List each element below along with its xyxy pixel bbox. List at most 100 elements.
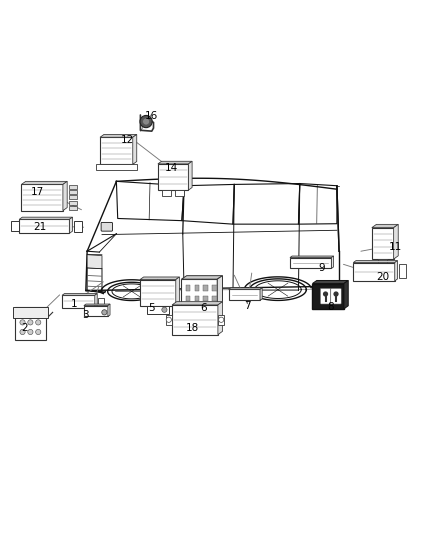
Polygon shape [260, 288, 262, 300]
Polygon shape [108, 304, 110, 317]
FancyBboxPatch shape [14, 307, 46, 340]
FancyBboxPatch shape [84, 305, 108, 317]
FancyBboxPatch shape [175, 190, 184, 196]
FancyBboxPatch shape [172, 305, 218, 335]
FancyBboxPatch shape [69, 206, 77, 210]
FancyBboxPatch shape [69, 195, 77, 199]
Text: 2: 2 [21, 324, 28, 334]
Polygon shape [158, 161, 192, 164]
FancyBboxPatch shape [69, 190, 77, 194]
FancyBboxPatch shape [312, 284, 344, 309]
Text: 7: 7 [244, 301, 251, 311]
FancyBboxPatch shape [101, 222, 113, 231]
Text: 11: 11 [389, 242, 403, 252]
Text: 17: 17 [31, 187, 44, 197]
Text: 16: 16 [145, 111, 158, 121]
Polygon shape [217, 276, 223, 306]
Text: 3: 3 [82, 310, 89, 319]
FancyBboxPatch shape [204, 285, 208, 290]
Text: 5: 5 [148, 303, 155, 313]
FancyBboxPatch shape [212, 285, 217, 290]
Circle shape [323, 292, 328, 297]
Circle shape [28, 329, 33, 335]
FancyBboxPatch shape [69, 200, 77, 205]
Polygon shape [133, 134, 137, 164]
Text: 12: 12 [121, 135, 134, 145]
FancyBboxPatch shape [212, 296, 217, 301]
Polygon shape [70, 217, 73, 233]
FancyBboxPatch shape [147, 306, 169, 313]
FancyBboxPatch shape [95, 164, 137, 171]
Polygon shape [140, 277, 180, 280]
Text: 18: 18 [186, 322, 199, 333]
Polygon shape [19, 217, 73, 220]
Polygon shape [172, 302, 223, 305]
Text: 6: 6 [201, 303, 207, 313]
Text: 8: 8 [327, 302, 334, 312]
FancyBboxPatch shape [204, 296, 208, 301]
Circle shape [333, 292, 339, 297]
FancyBboxPatch shape [158, 164, 188, 190]
FancyBboxPatch shape [69, 185, 77, 189]
FancyBboxPatch shape [331, 288, 341, 304]
Circle shape [35, 329, 41, 335]
Polygon shape [87, 255, 102, 269]
Polygon shape [188, 161, 192, 190]
Polygon shape [229, 288, 262, 289]
Circle shape [143, 118, 150, 125]
Polygon shape [84, 304, 110, 305]
FancyBboxPatch shape [98, 298, 103, 304]
Text: 9: 9 [318, 263, 325, 273]
Polygon shape [62, 294, 97, 295]
Polygon shape [218, 302, 223, 335]
Polygon shape [181, 276, 223, 279]
Text: 1: 1 [71, 298, 78, 309]
FancyBboxPatch shape [186, 285, 190, 290]
FancyBboxPatch shape [372, 228, 394, 259]
FancyBboxPatch shape [320, 288, 331, 304]
Text: 21: 21 [33, 222, 46, 232]
FancyBboxPatch shape [194, 296, 199, 301]
Circle shape [162, 307, 167, 312]
FancyBboxPatch shape [140, 280, 176, 306]
FancyBboxPatch shape [353, 263, 395, 281]
FancyBboxPatch shape [162, 190, 171, 196]
FancyBboxPatch shape [166, 314, 172, 325]
Polygon shape [353, 261, 398, 263]
FancyBboxPatch shape [11, 221, 19, 231]
Polygon shape [332, 256, 334, 269]
FancyBboxPatch shape [181, 279, 217, 306]
Polygon shape [344, 280, 348, 309]
Circle shape [102, 310, 107, 315]
Polygon shape [100, 134, 137, 138]
Text: 20: 20 [376, 272, 389, 282]
FancyBboxPatch shape [74, 221, 81, 231]
Circle shape [166, 317, 171, 322]
Circle shape [219, 317, 224, 322]
FancyBboxPatch shape [399, 264, 406, 278]
FancyBboxPatch shape [290, 257, 332, 269]
Polygon shape [312, 280, 348, 284]
Circle shape [20, 329, 25, 335]
Circle shape [20, 320, 25, 325]
FancyBboxPatch shape [100, 138, 133, 164]
Polygon shape [21, 181, 67, 184]
FancyBboxPatch shape [219, 314, 224, 325]
Polygon shape [63, 181, 67, 211]
FancyBboxPatch shape [19, 220, 70, 233]
FancyBboxPatch shape [13, 307, 48, 318]
FancyBboxPatch shape [194, 285, 199, 290]
Polygon shape [394, 224, 398, 259]
FancyBboxPatch shape [378, 259, 387, 264]
FancyBboxPatch shape [229, 289, 260, 300]
Circle shape [140, 116, 152, 128]
FancyBboxPatch shape [21, 184, 63, 211]
Polygon shape [290, 256, 334, 257]
FancyBboxPatch shape [186, 296, 190, 301]
Text: 14: 14 [164, 163, 177, 173]
Circle shape [35, 320, 41, 325]
Polygon shape [395, 261, 398, 281]
Polygon shape [176, 277, 180, 306]
Polygon shape [95, 294, 97, 308]
Circle shape [28, 320, 33, 325]
